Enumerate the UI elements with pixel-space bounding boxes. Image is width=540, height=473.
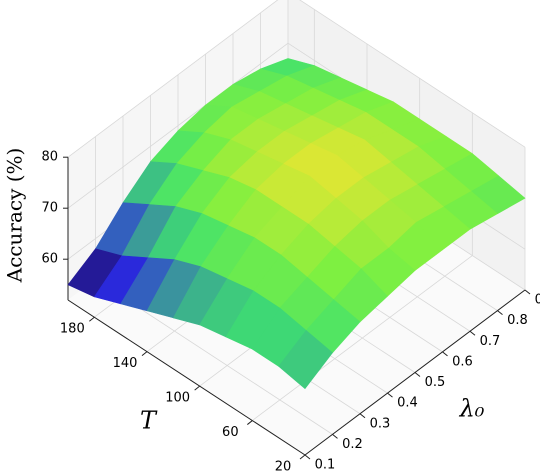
y-tick-label: 0.3: [370, 416, 391, 431]
tick-mark: [89, 316, 95, 322]
grid-line: [67, 42, 289, 209]
y-tick-label: 0.7: [480, 334, 501, 349]
x-tick-label: 140: [113, 356, 138, 371]
tick-mark: [247, 420, 253, 425]
x-tick-label: 180: [60, 322, 85, 337]
z-axis-label: Accuracy (%): [3, 148, 27, 284]
x-axis-label: T: [140, 407, 158, 435]
surface-face: [278, 330, 333, 390]
y-tick-label: 0.5: [425, 375, 446, 390]
tick-mark: [141, 351, 148, 357]
tick-mark: [304, 454, 311, 460]
z-tick-label: 80: [41, 150, 58, 165]
y-axis-label: λ₀: [459, 395, 485, 423]
tick-mark: [387, 392, 393, 398]
x-tick-label: 60: [222, 425, 239, 440]
y-tick-label: 0.1: [315, 458, 336, 473]
y-tick-label: 0.2: [342, 437, 363, 452]
tick-mark: [359, 413, 366, 419]
tick-mark: [524, 289, 531, 295]
tick-mark: [442, 351, 448, 357]
y-tick-label: 0.6: [452, 354, 473, 369]
x-tick-label: 100: [165, 391, 190, 406]
tick-mark: [414, 372, 421, 377]
tick-mark: [469, 330, 476, 336]
grid-line: [299, 0, 526, 148]
grid-line: [67, 0, 279, 158]
tick-mark: [194, 385, 200, 391]
z-tick-label: 70: [41, 201, 58, 216]
tick-mark: [497, 310, 503, 316]
tick-mark: [299, 454, 306, 460]
tick-mark: [332, 433, 338, 439]
axis-line: [67, 299, 306, 456]
z-tick-label: 60: [41, 252, 58, 267]
x-tick-label: 20: [275, 460, 292, 473]
y-tick-label: 0.4: [397, 396, 418, 411]
y-tick-label: 0.8: [507, 313, 528, 328]
y-tick-label: 0.9: [535, 293, 540, 308]
